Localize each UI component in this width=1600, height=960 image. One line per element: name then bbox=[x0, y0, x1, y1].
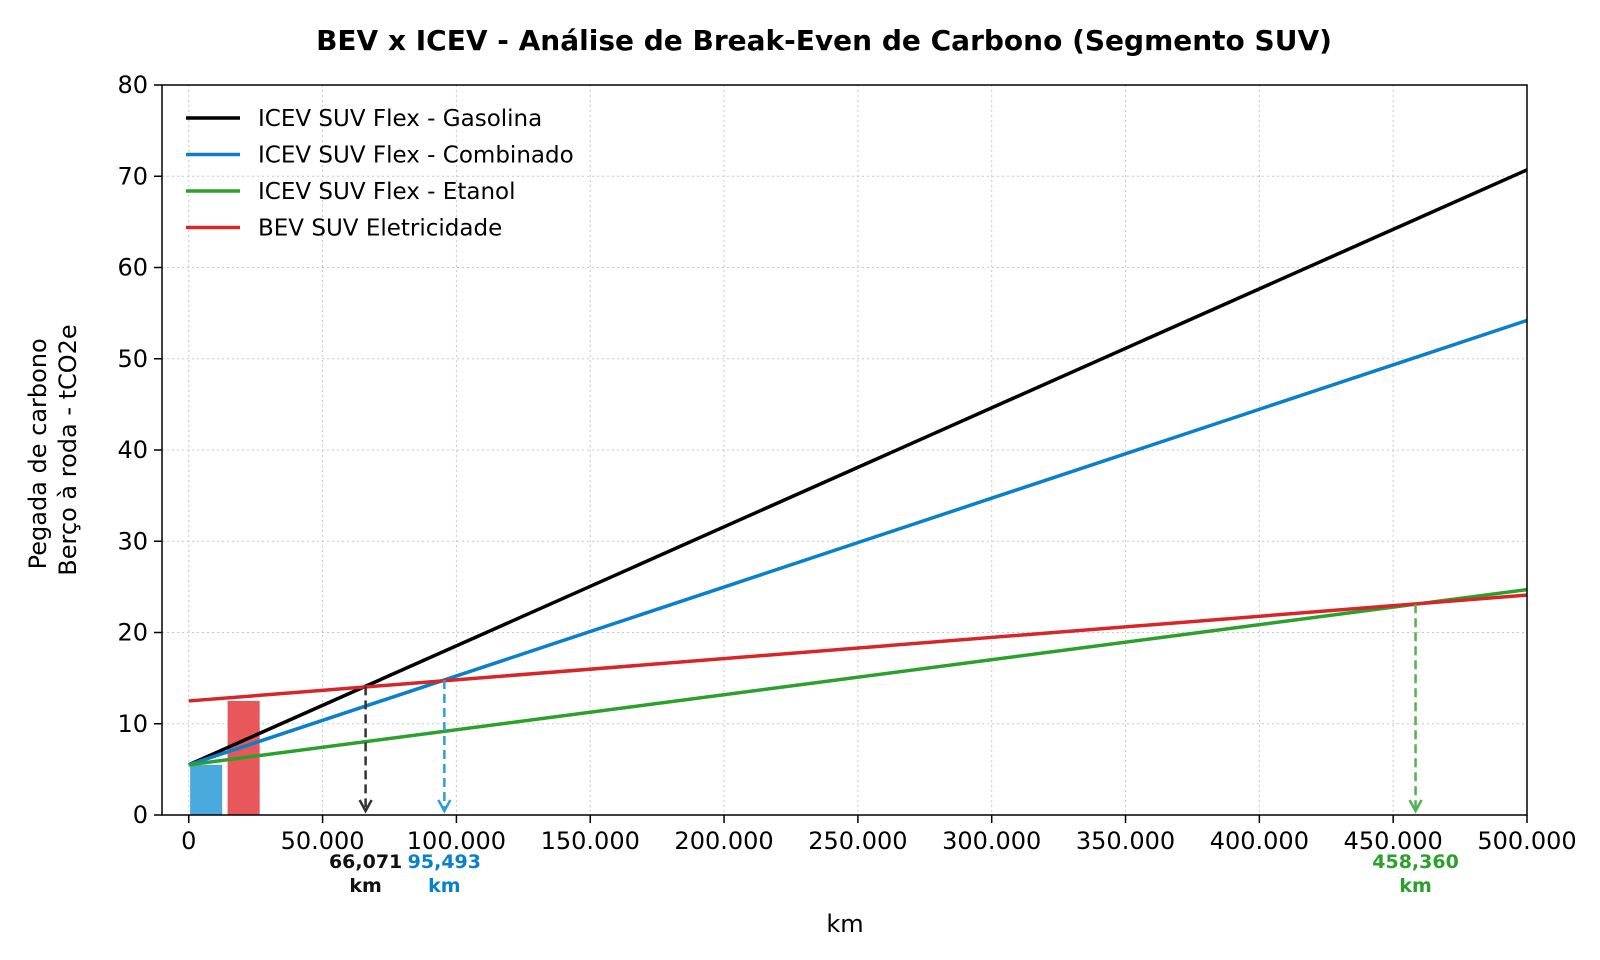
break-even-arrow bbox=[437, 799, 452, 814]
y-tick-label: 60 bbox=[117, 254, 148, 282]
y-tick-label: 20 bbox=[117, 619, 148, 647]
x-tick-label: 150.000 bbox=[541, 827, 640, 855]
x-tick-label: 400.000 bbox=[1210, 827, 1309, 855]
break-even-value-label: 458,360 bbox=[1372, 851, 1459, 873]
legend-label: ICEV SUV Flex - Combinado bbox=[258, 143, 574, 169]
y-tick-label: 40 bbox=[117, 436, 148, 464]
x-tick-label: 50.000 bbox=[281, 827, 365, 855]
grid-lines bbox=[162, 85, 1528, 815]
series-line bbox=[188, 168, 1528, 767]
y-tick-label: 70 bbox=[117, 162, 148, 190]
y-axis-ticks: 0 10 20 30 40 50 60 70 80 bbox=[117, 71, 162, 829]
x-tick-label: 300.000 bbox=[942, 827, 1041, 855]
x-tick-label: 350.000 bbox=[1076, 827, 1175, 855]
x-tick-label: 200.000 bbox=[674, 827, 773, 855]
x-tick-label: 450.000 bbox=[1344, 827, 1443, 855]
x-tick-label: 100.000 bbox=[407, 827, 506, 855]
x-axis-ticks: 0 50.000 100.000 150.000 200.000 250.000 300.0… bbox=[181, 815, 1577, 855]
x-axis-label: km bbox=[826, 910, 863, 938]
y-tick-label: 10 bbox=[117, 710, 148, 738]
break-even-unit-label: km bbox=[349, 875, 381, 897]
series-line bbox=[188, 593, 1528, 703]
break-even-markers bbox=[358, 604, 1423, 814]
y-axis-label-line-1: Pegada de carbono bbox=[24, 338, 52, 569]
x-tick-label: 500.000 bbox=[1477, 827, 1576, 855]
series-line bbox=[188, 587, 1528, 767]
y-tick-label: 0 bbox=[133, 801, 148, 829]
y-axis-label-line-2: Berço à roda - tCO2e bbox=[54, 324, 82, 575]
y-tick-label: 30 bbox=[117, 527, 148, 555]
x-tick-label: 250.000 bbox=[808, 827, 907, 855]
break-even-arrow bbox=[358, 799, 373, 814]
break-even-arrow bbox=[1408, 799, 1423, 814]
legend-label: ICEV SUV Flex - Etanol bbox=[258, 179, 515, 205]
break-even-value-label: 95,493 bbox=[408, 851, 481, 873]
y-tick-label: 50 bbox=[117, 345, 148, 373]
break-even-value-label: 66,071 bbox=[329, 851, 402, 873]
bar bbox=[190, 764, 223, 815]
series-lines bbox=[188, 168, 1528, 767]
y-tick-label: 80 bbox=[117, 71, 148, 99]
break-even-unit-label: km bbox=[428, 875, 460, 897]
y-axis-label: Pegada de carbono Berço à roda - tCO2e bbox=[24, 324, 82, 575]
legend-label: ICEV SUV Flex - Gasolina bbox=[258, 106, 542, 132]
x-tick-label: 0 bbox=[181, 827, 196, 855]
legend: ICEV SUV Flex - Gasolina ICEV SUV Flex - … bbox=[186, 106, 574, 242]
series-line bbox=[188, 318, 1528, 767]
break-even-unit-label: km bbox=[1399, 875, 1431, 897]
chart-title: BEV x ICEV - Análise de Break-Even de Ca… bbox=[316, 24, 1332, 57]
legend-label: BEV SUV Eletricidade bbox=[258, 216, 502, 242]
